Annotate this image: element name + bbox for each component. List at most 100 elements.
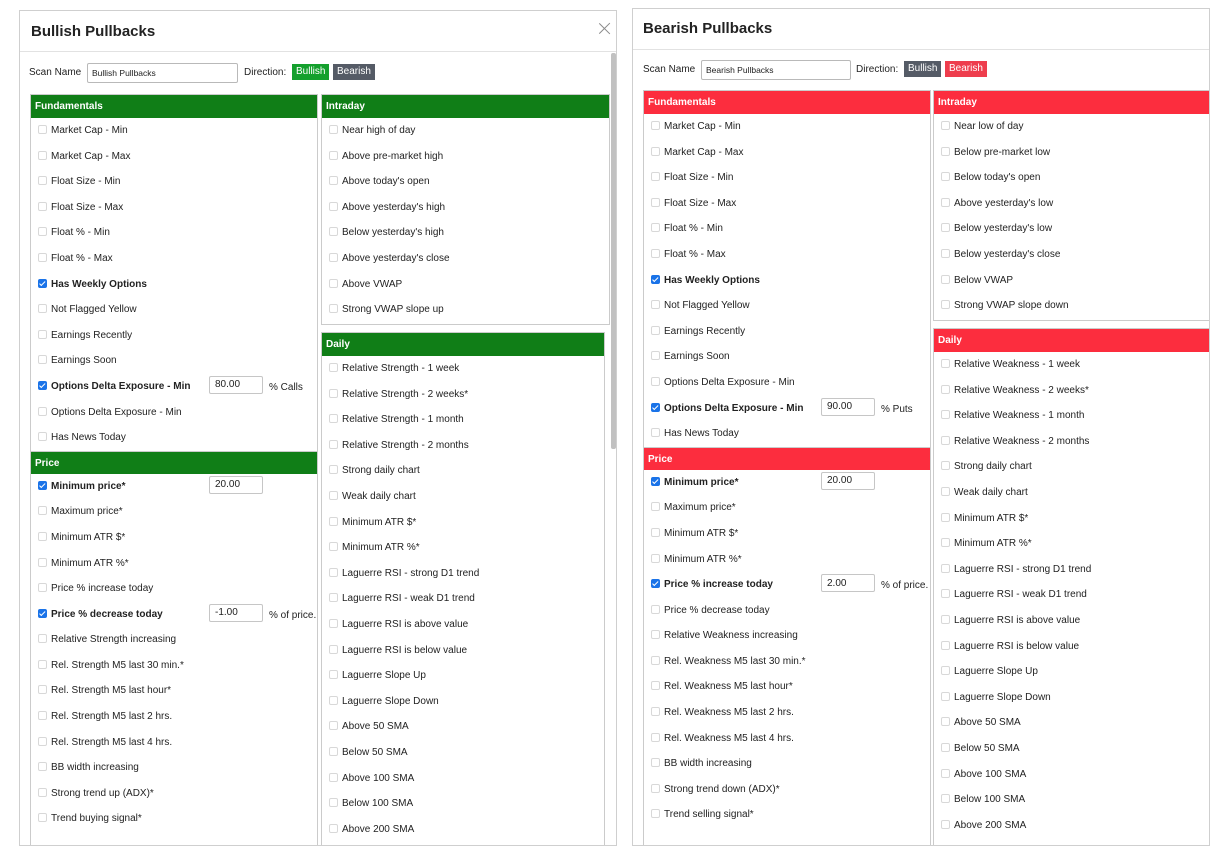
filter-row[interactable]: Above VWAP (322, 272, 609, 298)
checkbox[interactable] (941, 197, 950, 207)
checkbox[interactable] (651, 707, 660, 717)
checkbox[interactable] (941, 435, 950, 445)
filter-row[interactable]: Below 100 SMA (322, 791, 604, 817)
filter-row[interactable]: Relative Weakness - 1 week (934, 352, 1209, 378)
filter-row[interactable]: Relative Strength - 1 month (322, 407, 604, 433)
filter-row[interactable]: Market Cap - Min (31, 118, 317, 144)
filter-row[interactable]: Options Delta Exposure - Min % Puts (644, 396, 930, 422)
checkbox[interactable] (38, 736, 47, 746)
checkbox[interactable] (651, 502, 660, 512)
checkbox[interactable] (38, 201, 47, 211)
checkbox[interactable] (329, 746, 338, 756)
checkbox[interactable] (941, 384, 950, 394)
checkbox[interactable] (651, 527, 660, 537)
filter-row[interactable]: Strong daily chart (934, 454, 1209, 480)
filter-row[interactable]: Relative Weakness increasing (644, 623, 930, 649)
checkbox-checked[interactable] (651, 579, 660, 589)
filter-row[interactable]: Float Size - Min (644, 165, 930, 191)
filter-row[interactable]: Minimum ATR $* (934, 506, 1209, 532)
checkbox[interactable] (38, 685, 47, 695)
filter-row[interactable]: Price % increase today (31, 576, 317, 602)
checkbox[interactable] (941, 359, 950, 368)
checkbox[interactable] (329, 593, 338, 603)
filter-row[interactable]: Has News Today (644, 421, 930, 447)
checkbox[interactable] (941, 742, 950, 752)
filter-row[interactable]: Strong daily chart (322, 458, 604, 484)
bearish-button[interactable]: Bearish (945, 61, 987, 77)
filter-row[interactable]: Minimum ATR %* (31, 551, 317, 577)
checkbox[interactable] (38, 634, 47, 644)
filter-row[interactable]: Float % - Max (644, 242, 930, 268)
filter-row[interactable]: Float % - Min (31, 220, 317, 246)
checkbox[interactable] (329, 772, 338, 782)
checkbox[interactable] (941, 819, 950, 829)
checkbox[interactable] (329, 721, 338, 731)
checkbox[interactable] (941, 121, 950, 130)
checkbox[interactable] (38, 432, 47, 442)
filter-row[interactable]: Minimum ATR %* (322, 535, 604, 561)
checkbox[interactable] (329, 125, 338, 134)
filter-row[interactable]: Trend buying signal* (31, 806, 317, 832)
checkbox[interactable] (941, 666, 950, 676)
filter-row[interactable]: Minimum ATR $* (31, 525, 317, 551)
filter-row[interactable]: Rel. Strength M5 last 2 hrs. (31, 704, 317, 730)
filter-row[interactable]: Laguerre RSI is below value (934, 634, 1209, 660)
checkbox[interactable] (651, 376, 660, 386)
filter-row[interactable]: Below yesterday's high (322, 220, 609, 246)
checkbox-checked[interactable] (651, 476, 660, 486)
checkbox-checked[interactable] (651, 274, 660, 284)
filter-row[interactable]: Above pre-market high (322, 144, 609, 170)
checkbox[interactable] (329, 227, 338, 237)
filter-row[interactable]: Minimum price* (31, 474, 317, 500)
filter-row[interactable]: Maximum price* (644, 495, 930, 521)
filter-row[interactable]: Relative Weakness - 2 months (934, 429, 1209, 455)
checkbox[interactable] (941, 717, 950, 727)
filter-row[interactable]: Above today's open (322, 169, 609, 195)
checkbox[interactable] (941, 300, 950, 310)
filter-row[interactable]: Not Flagged Yellow (644, 293, 930, 319)
filter-row[interactable]: Float Size - Max (644, 191, 930, 217)
checkbox[interactable] (38, 711, 47, 721)
checkbox[interactable] (38, 506, 47, 516)
filter-row[interactable]: Above 200 SMA (934, 813, 1209, 839)
checkbox[interactable] (651, 300, 660, 310)
filter-row[interactable]: Strong trend up (ADX)* (31, 781, 317, 807)
filter-row[interactable]: Below today's open (934, 165, 1209, 191)
checkbox[interactable] (651, 428, 660, 438)
checkbox[interactable] (651, 121, 660, 130)
filter-row[interactable]: Options Delta Exposure - Min (644, 370, 930, 396)
filter-row[interactable]: Rel. Weakness M5 last 30 min.* (644, 649, 930, 675)
bearish-button[interactable]: Bearish (333, 64, 375, 80)
close-icon[interactable] (596, 20, 614, 38)
filter-row[interactable]: Options Delta Exposure - Min % Calls (31, 374, 317, 400)
checkbox[interactable] (941, 768, 950, 778)
filter-row[interactable]: Not Flagged Yellow (31, 297, 317, 323)
checkbox[interactable] (941, 248, 950, 258)
filter-row[interactable]: Laguerre RSI - weak D1 trend (322, 586, 604, 612)
checkbox-checked[interactable] (38, 608, 47, 618)
filter-row[interactable]: Laguerre RSI is below value (322, 638, 604, 664)
filter-row[interactable]: Rel. Strength M5 last hour* (31, 678, 317, 704)
checkbox[interactable] (651, 630, 660, 640)
checkbox[interactable] (941, 691, 950, 701)
checkbox[interactable] (329, 363, 338, 372)
checkbox[interactable] (38, 406, 47, 416)
filter-row[interactable]: Below yesterday's close (934, 242, 1209, 268)
checkbox[interactable] (38, 304, 47, 314)
checkbox[interactable] (651, 604, 660, 614)
checkbox[interactable] (329, 542, 338, 552)
filter-row[interactable]: Below pre-market low (934, 140, 1209, 166)
checkbox[interactable] (329, 618, 338, 628)
filter-row[interactable]: Rel. Weakness M5 last 2 hrs. (644, 700, 930, 726)
filter-row[interactable]: Laguerre RSI is above value (322, 612, 604, 638)
filter-row[interactable]: Above 100 SMA (322, 766, 604, 792)
filter-value-input[interactable] (209, 603, 263, 622)
checkbox[interactable] (651, 172, 660, 182)
filter-row[interactable]: Above 200 SMA (322, 817, 604, 843)
filter-value-input[interactable] (209, 375, 263, 394)
checkbox[interactable] (329, 567, 338, 577)
filter-row[interactable]: Above 50 SMA (934, 710, 1209, 736)
filter-row[interactable]: Strong VWAP slope up (322, 297, 609, 323)
filter-row[interactable]: Relative Weakness - 2 weeks* (934, 378, 1209, 404)
checkbox[interactable] (651, 248, 660, 258)
